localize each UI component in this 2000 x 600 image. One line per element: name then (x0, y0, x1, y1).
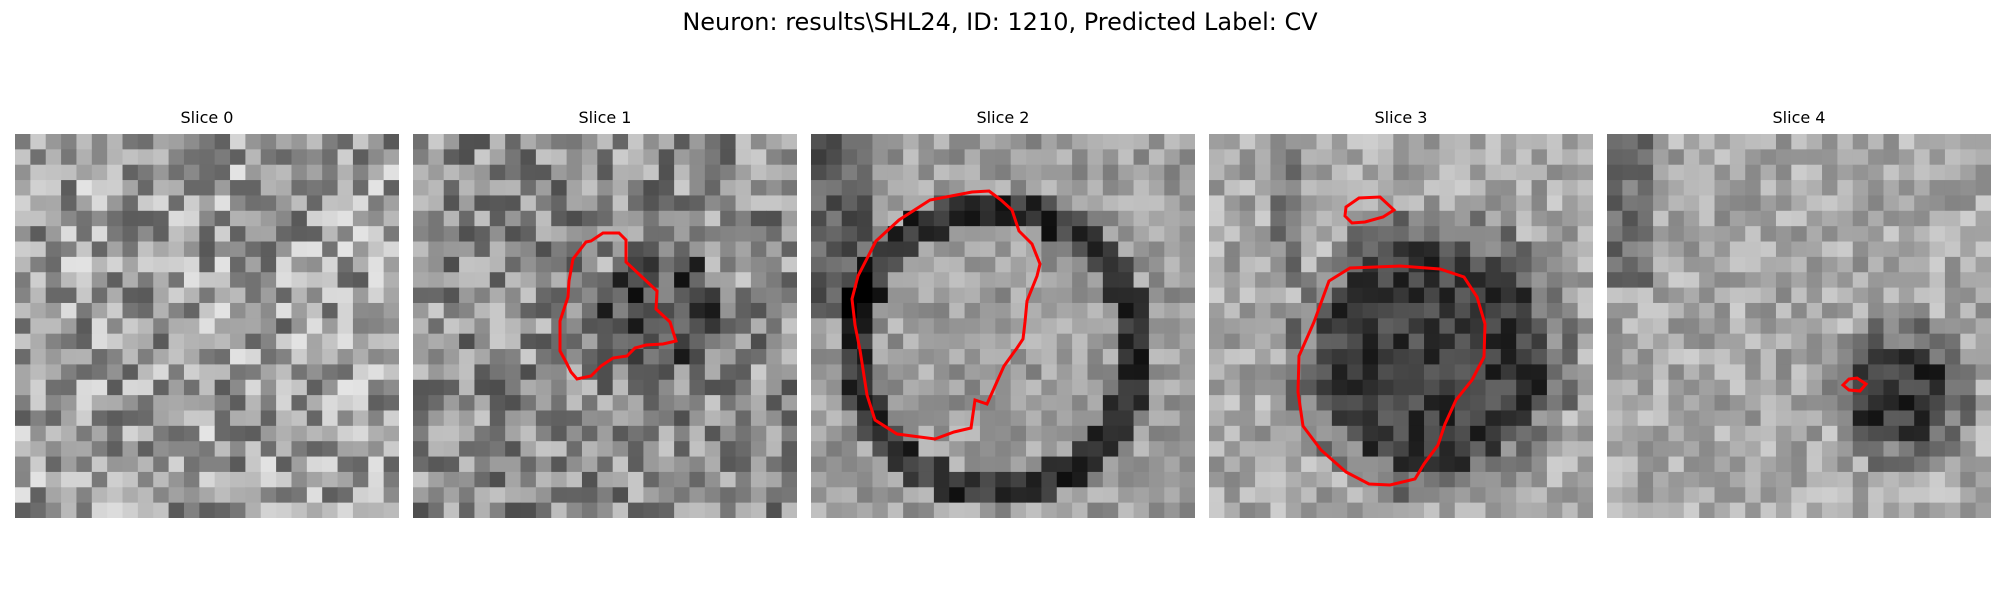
slice-4-voxels (1607, 134, 1991, 518)
slice-2-image (811, 134, 1195, 518)
slice-3-voxels (1209, 134, 1593, 518)
slice-1-title: Slice 1 (578, 108, 632, 127)
slice-3-image (1209, 134, 1593, 518)
slice-0-voxels (15, 134, 399, 518)
figure-title: Neuron: results\SHL24, ID: 1210, Predict… (682, 8, 1318, 36)
slice-3-contour-main (1296, 264, 1487, 487)
slice-4-title: Slice 4 (1772, 108, 1826, 127)
slice-2-contour (850, 189, 1042, 441)
slice-1-contour (558, 231, 678, 381)
slice-4-image (1607, 134, 1991, 518)
slice-1-voxels (413, 134, 797, 518)
slice-4-contour (1840, 376, 1869, 393)
slice-3-title: Slice 3 (1374, 108, 1428, 127)
slice-1-image (413, 134, 797, 518)
slice-0-image (15, 134, 399, 518)
slice-3-contour-small (1343, 195, 1397, 225)
slice-2-title: Slice 2 (976, 108, 1030, 127)
slice-2-voxels (811, 134, 1195, 518)
slice-0-title: Slice 0 (180, 108, 234, 127)
